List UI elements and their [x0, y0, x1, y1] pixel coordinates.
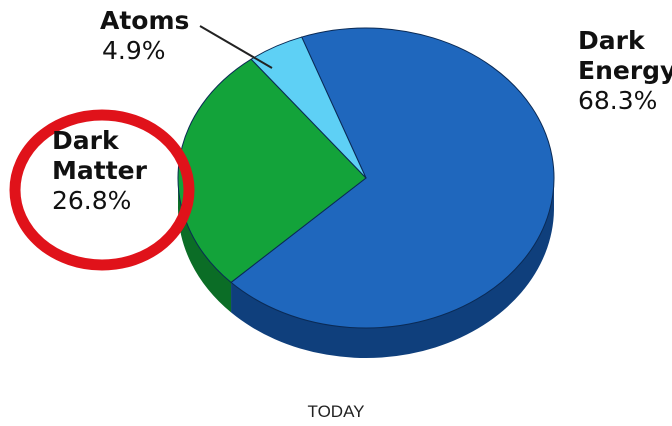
- pie-slice-dark-energy: [230, 27, 555, 329]
- label-dark-matter-name-line2: Matter: [52, 156, 147, 185]
- dark-matter-highlight-circle: [9, 109, 195, 271]
- label-dark-matter-name-line1: Dark: [52, 126, 119, 155]
- pie-slice-atoms: [250, 36, 367, 179]
- pie-side-dark-matter: [178, 175, 232, 313]
- label-atoms: Atoms 4.9%: [100, 6, 189, 66]
- chart-caption: TODAY: [307, 402, 365, 421]
- label-atoms-name: Atoms: [100, 6, 190, 35]
- atoms-leader-line: [199, 25, 273, 69]
- label-dark-matter-value: 26.8%: [52, 186, 132, 215]
- label-dark-energy: Dark Energy 68.3%: [578, 26, 672, 116]
- label-dark-matter: Dark Matter 26.8%: [52, 126, 147, 216]
- label-dark-energy-name-line1: Dark: [578, 26, 645, 55]
- pie-depth-layer: [178, 175, 554, 358]
- pie-slice-dark-matter: [177, 58, 367, 284]
- label-atoms-value: 4.9%: [102, 36, 166, 65]
- label-dark-energy-name-line2: Energy: [578, 56, 672, 85]
- pie-side-dark-energy: [231, 179, 554, 358]
- pie-top-layer: [177, 27, 555, 329]
- label-dark-energy-value: 68.3%: [578, 86, 658, 115]
